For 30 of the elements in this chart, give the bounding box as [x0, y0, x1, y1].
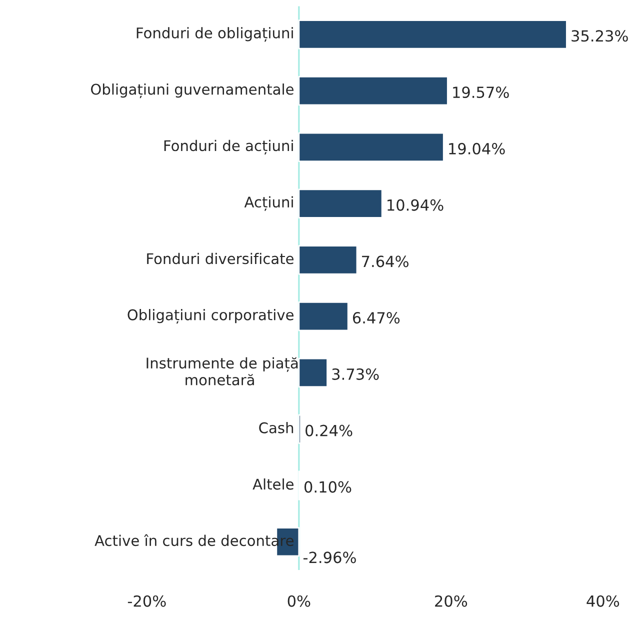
y-tick-label: Fonduri de acțiuni	[164, 140, 293, 154]
data-label: 7.64%	[362, 256, 408, 268]
bar	[298, 358, 328, 388]
y-tick-label: Instrumente de piață monetară	[146, 357, 298, 386]
data-label: 19.57%	[453, 86, 509, 98]
data-label: -2.96%	[303, 552, 356, 564]
y-tick-label: Altele	[252, 478, 294, 490]
data-label: 3.73%	[332, 368, 379, 380]
data-label: 19.04%	[449, 142, 505, 154]
data-label: 35.23%	[572, 30, 628, 42]
x-tick-label: -20%	[128, 595, 166, 607]
bar	[298, 20, 568, 50]
data-label: 6.47%	[352, 312, 400, 324]
data-label: 0.24%	[306, 424, 352, 436]
bar	[298, 132, 444, 162]
x-tick-label: 20%	[435, 595, 468, 607]
y-tick-label: Fonduri diversificate	[147, 252, 294, 264]
y-tick-label: Fonduri de obligațiuni	[136, 27, 293, 42]
x-tick-label: 0%	[288, 595, 310, 607]
y-tick-label: Obligațiuni guvernamentale	[91, 84, 294, 98]
y-tick-label: Obligațiuni corporative	[128, 309, 294, 324]
y-tick-label: Acțiuni	[244, 196, 293, 211]
bar	[298, 76, 448, 106]
data-label: 10.94%	[388, 199, 444, 211]
data-label: 0.10%	[304, 481, 352, 493]
y-tick-label: Cash	[259, 422, 294, 434]
bar	[298, 302, 349, 332]
bar	[298, 245, 358, 275]
x-tick-label: 40%	[586, 595, 620, 607]
bar	[298, 188, 383, 218]
